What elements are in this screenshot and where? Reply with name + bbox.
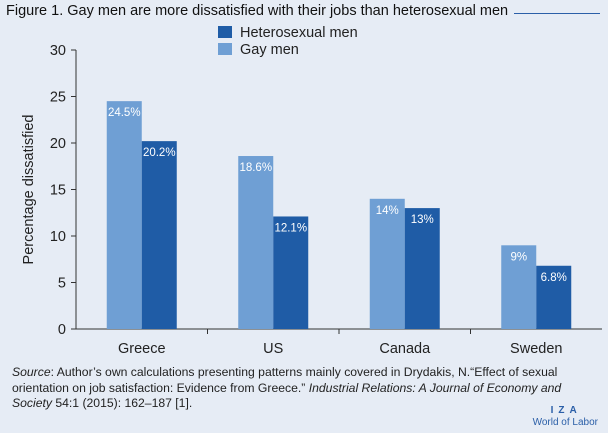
source-text-2: 54:1 (2015): 162–187 [1].	[51, 396, 193, 410]
y-tick-label: 15	[50, 183, 66, 199]
source-journal: Industrial Relations: A Journal of Econo…	[12, 380, 562, 411]
legend-label-heterosexual: Heterosexual men	[240, 25, 358, 41]
bar-gay-canada	[369, 198, 405, 329]
bar-heterosexual-us	[273, 216, 309, 329]
y-tick-label: 30	[50, 43, 66, 59]
figure-title: Figure 1. Gay men are more dissatisfied …	[6, 3, 515, 19]
iza-logo-text: IZA	[550, 405, 582, 416]
bar-gay-sweden	[501, 245, 537, 329]
x-tick-label-greece: Greece	[118, 341, 166, 357]
data-label-heterosexual-greece: 20.2%	[143, 147, 176, 159]
bar-heterosexual-sweden	[536, 265, 572, 329]
legend-swatch-gay	[218, 43, 232, 55]
y-tick-label: 0	[58, 322, 66, 338]
bar-heterosexual-canada	[404, 208, 440, 329]
y-axis-label: Percentage dissatisfied	[21, 115, 37, 265]
data-label-heterosexual-sweden: 6.8%	[541, 272, 567, 284]
bar-gay-greece	[106, 101, 142, 330]
data-label-gay-sweden: 9%	[510, 251, 527, 263]
world-of-labor-text: World of Labor	[532, 417, 598, 428]
data-label-gay-us: 18.6%	[239, 162, 272, 174]
iza-logo: IZA World of Labor	[533, 405, 598, 428]
data-label-heterosexual-us: 12.1%	[274, 222, 307, 234]
source-label: Source	[12, 365, 51, 379]
y-tick-label: 10	[50, 229, 66, 245]
bar-heterosexual-greece	[141, 141, 177, 329]
x-tick-label-us: US	[263, 341, 283, 357]
data-label-heterosexual-canada: 13%	[411, 214, 434, 226]
bars	[106, 101, 572, 330]
bar-gay-us	[238, 156, 274, 329]
x-tick-label-canada: Canada	[379, 341, 431, 357]
data-label-gay-greece: 24.5%	[108, 107, 141, 119]
source-note: Source: Author’s own calculations presen…	[12, 365, 597, 412]
y-tick-label: 5	[58, 276, 66, 292]
legend-label-gay: Gay men	[240, 42, 299, 58]
x-tick-label-sweden: Sweden	[510, 341, 562, 357]
legend-swatch-heterosexual	[218, 26, 232, 38]
y-tick-label: 25	[50, 90, 66, 106]
source-text-1: : Author’s own calculations presenting p…	[12, 365, 558, 395]
data-label-gay-canada: 14%	[376, 205, 399, 217]
y-tick-label: 20	[50, 136, 66, 152]
data-labels: 24.5% 20.2% 18.6% 12.1% 14% 13% 9% 6.8%	[108, 107, 567, 284]
